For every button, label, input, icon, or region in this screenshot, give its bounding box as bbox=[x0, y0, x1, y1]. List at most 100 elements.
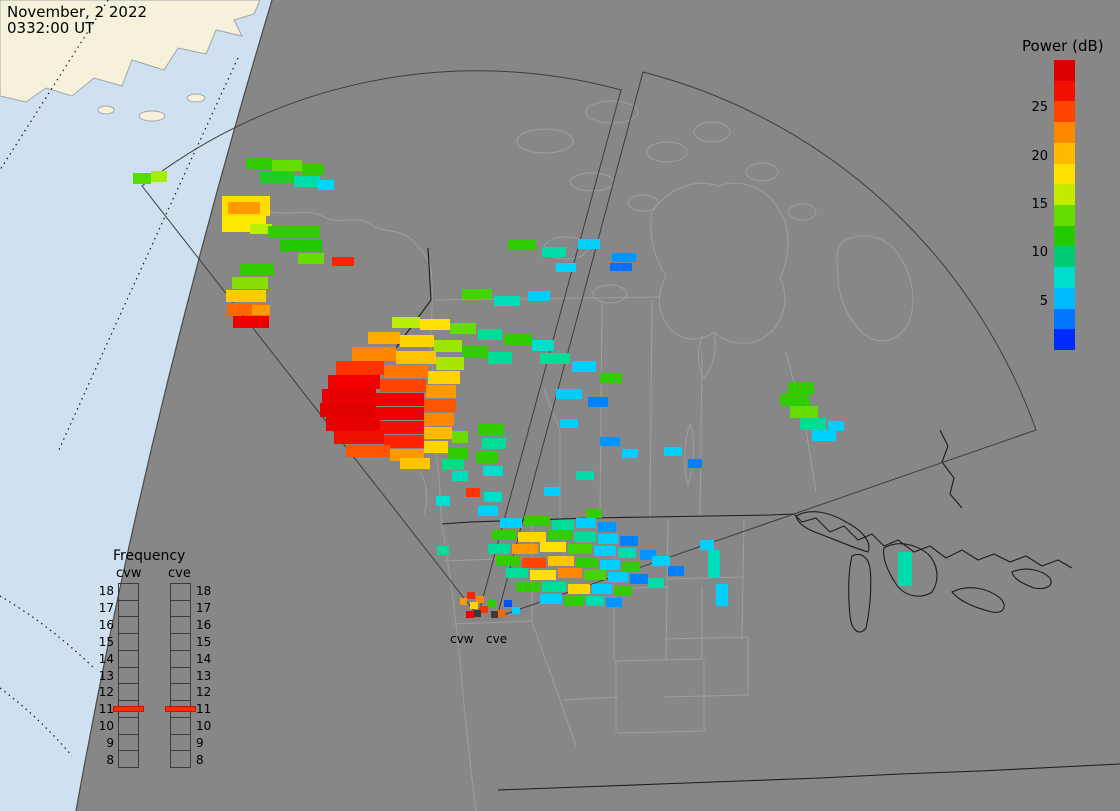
backscatter-cell bbox=[572, 361, 596, 372]
backscatter-cell bbox=[488, 352, 512, 364]
backscatter-cell bbox=[532, 340, 554, 351]
backscatter-cell bbox=[483, 466, 503, 476]
backscatter-cell bbox=[302, 164, 324, 175]
backscatter-cell bbox=[336, 361, 384, 375]
frequency-column-label-cve: cve bbox=[168, 566, 191, 581]
backscatter-cell bbox=[250, 224, 272, 234]
frequency-scale-segment bbox=[171, 634, 190, 651]
backscatter-cell bbox=[574, 532, 596, 542]
colorbar-block bbox=[1054, 329, 1075, 351]
backscatter-cell bbox=[450, 323, 476, 334]
backscatter-cell bbox=[524, 516, 550, 526]
backscatter-cell bbox=[542, 582, 566, 592]
colorbar-block bbox=[1054, 80, 1075, 102]
backscatter-cell bbox=[334, 431, 384, 444]
backscatter-cell bbox=[540, 353, 570, 364]
backscatter-cell bbox=[246, 158, 272, 169]
frequency-tick-label: 8 bbox=[106, 752, 114, 767]
frequency-column-label-cvw: cvw bbox=[116, 566, 142, 581]
backscatter-cell bbox=[320, 403, 376, 417]
backscatter-cell bbox=[376, 393, 424, 406]
backscatter-cell bbox=[260, 172, 294, 183]
backscatter-cell bbox=[466, 488, 480, 497]
backscatter-cell bbox=[346, 445, 390, 457]
colorbar-block bbox=[1054, 122, 1075, 143]
backscatter-cell bbox=[640, 550, 656, 560]
backscatter-cell bbox=[484, 492, 502, 502]
backscatter-cell bbox=[512, 607, 520, 614]
frequency-scale-segment bbox=[119, 601, 138, 618]
frequency-tick-label: 14 bbox=[98, 651, 114, 666]
backscatter-cell bbox=[352, 347, 396, 361]
backscatter-cell bbox=[478, 506, 498, 516]
backscatter-cell bbox=[272, 160, 302, 171]
backscatter-cell bbox=[428, 371, 460, 384]
backscatter-cell bbox=[326, 417, 380, 431]
backscatter-cell bbox=[400, 458, 430, 469]
backscatter-cell bbox=[426, 385, 456, 398]
backscatter-cell bbox=[598, 534, 618, 544]
colorbar-block bbox=[1054, 205, 1075, 226]
backscatter-cell bbox=[512, 544, 538, 554]
backscatter-cell bbox=[380, 379, 426, 392]
frequency-tick-label: 13 bbox=[196, 668, 212, 683]
backscatter-cell bbox=[384, 365, 428, 378]
backscatter-cell bbox=[496, 556, 520, 566]
backscatter-cell bbox=[452, 431, 468, 443]
map-edge-curve bbox=[75, 0, 273, 811]
backscatter-cell bbox=[708, 550, 720, 578]
backscatter-cell bbox=[478, 424, 504, 435]
backscatter-cell bbox=[898, 552, 912, 586]
backscatter-cell bbox=[564, 596, 584, 606]
backscatter-cell bbox=[612, 253, 636, 262]
frequency-scale-segment bbox=[119, 617, 138, 635]
backscatter-cell bbox=[622, 449, 638, 458]
backscatter-cell bbox=[530, 570, 556, 580]
backscatter-cell bbox=[462, 289, 492, 299]
backscatter-cell bbox=[436, 357, 464, 370]
backscatter-cell bbox=[434, 340, 462, 352]
backscatter-cell bbox=[506, 568, 528, 578]
backscatter-cell bbox=[497, 610, 505, 617]
backscatter-cell bbox=[576, 558, 598, 568]
backscatter-cell bbox=[812, 430, 836, 441]
colorbar-block bbox=[1054, 163, 1075, 185]
backscatter-cell bbox=[700, 540, 714, 550]
frequency-scale-segment bbox=[119, 718, 138, 735]
frequency-scale-segment bbox=[119, 584, 138, 601]
backscatter-cell bbox=[560, 419, 578, 428]
frequency-tick-label: 15 bbox=[98, 634, 114, 649]
backscatter-cell bbox=[508, 240, 536, 250]
backscatter-cell bbox=[488, 600, 496, 607]
backscatter-cell bbox=[586, 509, 602, 518]
frequency-tick-label: 11 bbox=[196, 702, 212, 717]
backscatter-cell bbox=[716, 584, 728, 606]
frequency-scale-segment bbox=[171, 668, 190, 685]
backscatter-cell bbox=[556, 389, 582, 399]
frequency-scale-segment bbox=[119, 651, 138, 668]
colorbar-block bbox=[1054, 184, 1075, 206]
backscatter-cell bbox=[332, 257, 354, 266]
frequency-scale-cvw bbox=[118, 583, 139, 768]
backscatter-cell bbox=[232, 277, 268, 289]
backscatter-cell bbox=[492, 530, 516, 540]
frequency-scale-segment bbox=[171, 684, 190, 702]
backscatter-cell bbox=[780, 394, 810, 406]
frequency-scale-segment bbox=[119, 751, 138, 767]
colorbar-tick-label: 25 bbox=[1031, 100, 1048, 116]
frequency-tick-label: 15 bbox=[196, 634, 212, 649]
frequency-tick-label: 16 bbox=[98, 618, 114, 633]
frequency-tick-label: 16 bbox=[196, 618, 212, 633]
frequency-scale-segment bbox=[119, 701, 138, 718]
colorbar-tick-label: 20 bbox=[1031, 148, 1048, 164]
backscatter-cell bbox=[133, 173, 151, 184]
backscatter-cell bbox=[318, 180, 334, 190]
backscatter-cell bbox=[576, 471, 594, 480]
colorbar-block bbox=[1054, 308, 1075, 330]
backscatter-cell bbox=[500, 518, 522, 528]
frequency-scale-segment bbox=[171, 617, 190, 635]
backscatter-cell bbox=[548, 556, 574, 566]
backscatter-cell bbox=[588, 397, 608, 407]
backscatter-cell bbox=[606, 598, 622, 607]
backscatter-cell bbox=[504, 600, 512, 607]
